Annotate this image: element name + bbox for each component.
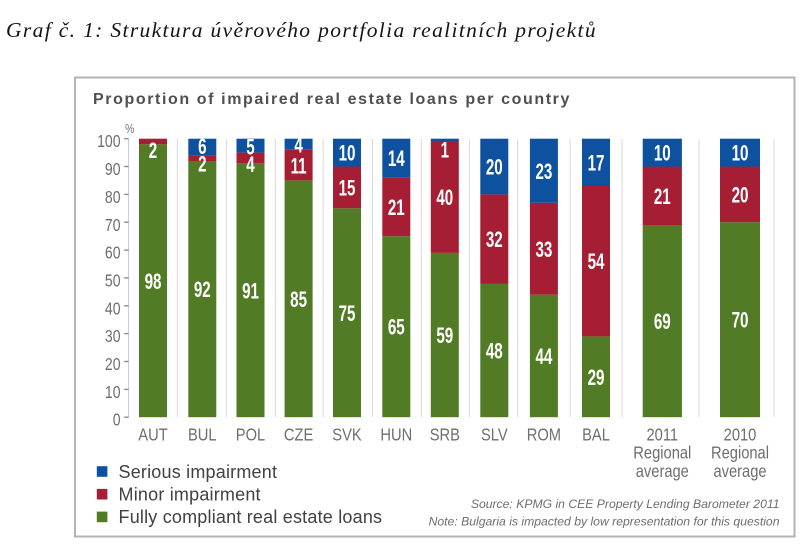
svg-text:2010: 2010	[724, 425, 757, 444]
svg-text:100: 100	[97, 132, 120, 152]
svg-text:11: 11	[291, 155, 307, 179]
svg-text:20: 20	[486, 156, 503, 180]
svg-text:75: 75	[339, 302, 356, 326]
svg-text:40: 40	[436, 187, 453, 211]
svg-text:Proportion of impaired real es: Proportion of impaired real estate loans…	[93, 91, 571, 108]
svg-text:54: 54	[588, 251, 605, 275]
svg-text:50: 50	[105, 271, 121, 291]
svg-text:80: 80	[105, 187, 121, 207]
svg-text:90: 90	[105, 159, 121, 179]
svg-text:CZE: CZE	[284, 425, 314, 444]
svg-text:ROM: ROM	[527, 425, 561, 444]
svg-text:Note: Bulgaria is impacted by: Note: Bulgaria is impacted by low repres…	[429, 515, 780, 529]
svg-text:70: 70	[732, 309, 749, 333]
svg-text:10: 10	[654, 142, 671, 166]
svg-text:15: 15	[339, 177, 356, 201]
svg-text:29: 29	[588, 366, 605, 390]
svg-text:2: 2	[198, 153, 206, 177]
svg-text:91: 91	[242, 280, 259, 304]
svg-text:4: 4	[246, 154, 255, 178]
svg-text:20: 20	[105, 354, 121, 374]
svg-text:10: 10	[105, 382, 121, 402]
svg-text:BUL: BUL	[188, 425, 217, 444]
svg-text:SVK: SVK	[332, 425, 362, 444]
svg-text:Regional: Regional	[711, 443, 769, 462]
svg-text:2011: 2011	[646, 425, 678, 444]
svg-text:Minor impairment: Minor impairment	[119, 485, 261, 505]
svg-text:21: 21	[388, 196, 405, 220]
svg-text:21: 21	[654, 185, 671, 209]
svg-text:Fully compliant real estate lo: Fully compliant real estate loans	[119, 507, 383, 527]
svg-text:98: 98	[145, 270, 162, 294]
svg-text:92: 92	[194, 278, 211, 302]
svg-text:60: 60	[105, 243, 121, 263]
svg-text:32: 32	[486, 228, 503, 252]
svg-text:48: 48	[486, 340, 503, 364]
svg-text:70: 70	[105, 215, 121, 235]
svg-text:17: 17	[588, 152, 605, 176]
svg-text:33: 33	[535, 238, 552, 262]
svg-text:BAL: BAL	[582, 425, 610, 444]
svg-text:SLV: SLV	[481, 425, 508, 444]
svg-text:average: average	[636, 462, 689, 481]
svg-text:30: 30	[105, 326, 121, 346]
svg-text:2: 2	[149, 139, 157, 163]
svg-text:0: 0	[113, 410, 121, 430]
svg-text:%: %	[125, 122, 135, 136]
svg-text:59: 59	[436, 324, 453, 348]
svg-text:HUN: HUN	[380, 425, 412, 444]
svg-text:Graf č. 1: Struktura úvěrového: Graf č. 1: Struktura úvěrového portfolia…	[6, 18, 597, 42]
svg-text:10: 10	[732, 142, 749, 166]
svg-text:5: 5	[246, 136, 254, 160]
svg-text:6: 6	[198, 135, 206, 159]
svg-text:23: 23	[535, 160, 552, 184]
svg-text:4: 4	[294, 134, 303, 158]
svg-text:Regional: Regional	[633, 443, 691, 462]
svg-text:14: 14	[388, 148, 405, 172]
svg-text:Serious impairment: Serious impairment	[119, 462, 278, 482]
svg-text:SRB: SRB	[430, 425, 460, 444]
svg-text:Source: KPMG in CEE Property L: Source: KPMG in CEE Property Lending Bar…	[471, 497, 780, 511]
svg-text:10: 10	[339, 142, 356, 166]
svg-text:1: 1	[441, 139, 449, 163]
svg-text:average: average	[713, 462, 766, 481]
svg-text:40: 40	[105, 299, 121, 319]
svg-text:69: 69	[654, 310, 671, 334]
svg-text:44: 44	[535, 345, 552, 369]
svg-text:POL: POL	[236, 425, 265, 444]
svg-text:20: 20	[732, 184, 749, 208]
svg-text:85: 85	[290, 288, 307, 312]
svg-text:AUT: AUT	[138, 425, 168, 444]
svg-text:65: 65	[388, 316, 405, 340]
